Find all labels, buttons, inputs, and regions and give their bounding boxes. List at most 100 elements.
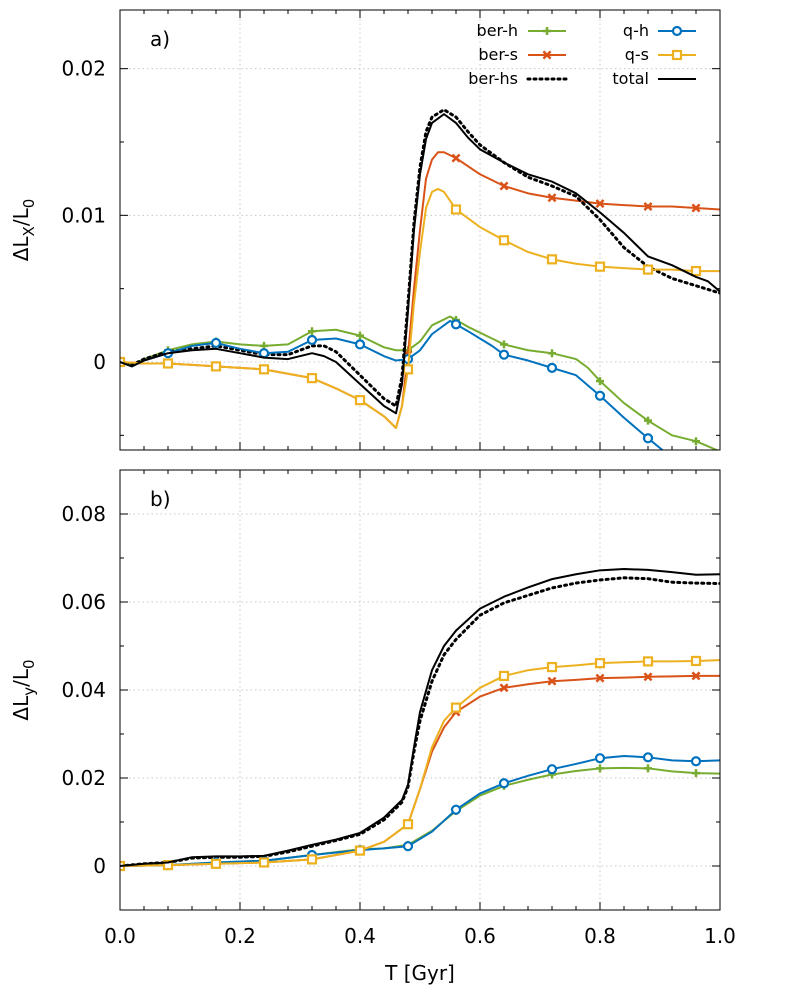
series-marker-q-h: [402, 841, 414, 852]
plot-frame: [119, 9, 721, 451]
series-marker-q-s: [642, 264, 654, 275]
series-line-total: [120, 568, 720, 867]
legend-marker-ber-s: [542, 50, 552, 60]
y-tick-label: 0.01: [61, 203, 106, 227]
series-marker-q-s: [162, 860, 174, 871]
series-marker-ber-s: [643, 672, 653, 682]
series-marker-ber-s: [691, 203, 701, 213]
series-marker-q-s: [594, 658, 606, 669]
x-axis-label: T [Gyr]: [384, 961, 455, 985]
legend-label-q-h: q-h: [623, 21, 649, 40]
x-tick-label: 0.4: [344, 924, 376, 948]
panel-a: 0 0.01 0.02 a) ΔLX/L0 ber-h ber-s ber-hs q-h q-s t…: [9, 9, 721, 451]
panel-b: 0 0.02 0.04 0.06 0.08 0.0 0.2 0.4 0.6 0.8 1.0 b) ΔLy…: [9, 469, 736, 985]
series-marker-q-h: [642, 433, 654, 444]
series-marker-q-s: [210, 858, 222, 869]
y-tick-label: 0.06: [61, 590, 106, 614]
series-marker-q-s: [690, 655, 702, 667]
y-axis-label: ΔLy/L0: [9, 659, 38, 720]
x-tick-label: 0.0: [104, 924, 136, 948]
series-line-q-h: [120, 319, 664, 450]
series-marker-q-h: [594, 753, 606, 764]
panel-label: a): [150, 27, 170, 51]
series-marker-ber-h: [548, 349, 556, 358]
series-marker-ber-h: [500, 340, 508, 349]
series-marker-q-h: [258, 348, 270, 359]
series-marker-q-h: [546, 764, 558, 775]
series-group: [120, 568, 720, 872]
legend-marker-q-s: [671, 49, 683, 61]
series-marker-ber-s: [547, 193, 557, 203]
series-marker-q-s: [594, 261, 606, 272]
series-marker-q-h: [594, 390, 606, 401]
series-group: [120, 108, 720, 450]
legend-label-ber-s: ber-s: [478, 45, 518, 64]
series-marker-ber-s: [691, 671, 701, 681]
series-marker-ber-s: [547, 676, 557, 686]
series-marker-q-h: [498, 778, 510, 789]
x-tick-label: 0.6: [464, 924, 496, 948]
series-marker-q-s: [162, 358, 174, 369]
series-line-ber-s: [120, 151, 720, 429]
series-marker-q-s: [306, 373, 318, 384]
series-marker-q-h: [354, 339, 366, 350]
x-tick-label: 0.2: [224, 924, 256, 948]
legend-label-q-s: q-s: [625, 45, 649, 64]
series-marker-ber-h: [356, 331, 364, 340]
series-line-ber-h: [120, 315, 720, 450]
y-tick-label: 0.08: [61, 502, 106, 526]
panel-label: b): [150, 487, 171, 511]
series-marker-ber-h: [596, 764, 604, 773]
series-marker-q-s: [306, 854, 318, 865]
series-marker-ber-h: [692, 769, 700, 778]
series-marker-q-h: [450, 319, 462, 330]
series-marker-q-s: [210, 361, 222, 372]
series-marker-q-s: [450, 702, 462, 713]
y-tick-label: 0.02: [61, 57, 106, 81]
axis-ticks: [119, 469, 721, 911]
y-tick-label: 0.02: [61, 766, 106, 790]
grid-lines: [120, 470, 720, 910]
series-marker-q-s: [690, 265, 702, 277]
series-marker-q-h: [546, 362, 558, 373]
legend-label-total: total: [612, 69, 649, 88]
series-marker-ber-s: [643, 202, 653, 212]
legend-marker-ber-h: [543, 27, 551, 35]
series-marker-q-h: [210, 337, 222, 349]
series-marker-q-s: [402, 364, 414, 375]
series-marker-ber-s: [595, 673, 605, 683]
y-tick-label: 0: [93, 854, 106, 878]
series-marker-q-h: [306, 334, 318, 346]
y-tick-label: 0: [93, 350, 106, 374]
series-marker-q-s: [354, 395, 366, 406]
series-marker-q-h: [450, 804, 462, 815]
series-line-ber-hs: [120, 576, 720, 868]
series-marker-q-h: [690, 756, 702, 767]
series-marker-q-h: [642, 752, 654, 763]
legend-label-ber-h: ber-h: [477, 21, 518, 40]
series-marker-q-s: [546, 662, 558, 673]
series-marker-q-h: [498, 349, 510, 360]
series-marker-q-s: [498, 235, 510, 246]
series-marker-q-s: [546, 254, 558, 265]
series-marker-ber-h: [596, 377, 604, 386]
series-line-ber-h: [120, 766, 720, 867]
series-marker-ber-h: [692, 437, 700, 446]
x-tick-label: 1.0: [704, 924, 736, 948]
y-tick-label: 0.04: [61, 678, 106, 702]
plot-frame: [119, 469, 721, 911]
series-marker-q-s: [258, 364, 270, 375]
legend-label-ber-hs: ber-hs: [468, 69, 518, 88]
series-line-q-s: [120, 187, 720, 429]
series-marker-q-s: [450, 204, 462, 215]
y-axis-label: ΔLX/L0: [9, 199, 38, 262]
legend-marker-q-h: [671, 25, 683, 37]
series-marker-q-s: [498, 670, 510, 682]
series-marker-ber-s: [499, 683, 509, 693]
series-marker-q-s: [642, 656, 654, 667]
series-line-q-s: [120, 659, 720, 867]
series-marker-ber-h: [308, 327, 316, 336]
series-marker-ber-s: [595, 199, 605, 209]
legend: ber-h ber-s ber-hs q-h q-s total: [468, 21, 696, 88]
